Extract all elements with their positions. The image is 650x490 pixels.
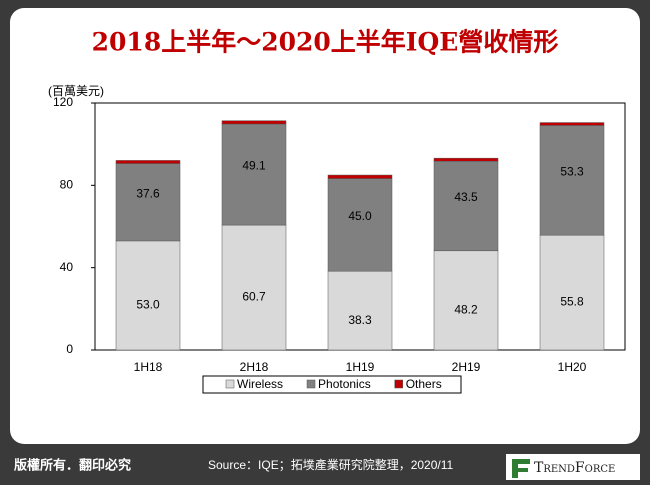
chart-title: 2018上半年～2020上半年IQE營收情形 bbox=[92, 28, 559, 57]
bar-segment bbox=[433, 157, 499, 162]
y-tick-label: 0 bbox=[66, 342, 73, 356]
data-label: 60.7 bbox=[242, 290, 266, 304]
bar-segment bbox=[221, 120, 287, 125]
x-tick-label: 1H19 bbox=[346, 360, 375, 374]
source: Source：IQE；拓墣產業研究院整理，2020/11 bbox=[208, 457, 454, 472]
bar-segment bbox=[327, 174, 393, 179]
data-label: 38.3 bbox=[348, 313, 372, 327]
data-label: 53.3 bbox=[560, 164, 584, 178]
legend-swatch bbox=[306, 379, 316, 389]
data-label: 43.5 bbox=[454, 190, 478, 204]
bar-segment bbox=[221, 224, 287, 351]
legend-label: Others bbox=[406, 377, 442, 391]
data-label: 37.6 bbox=[136, 186, 160, 200]
bar-segment bbox=[115, 160, 181, 164]
x-tick-label: 1H20 bbox=[558, 360, 587, 374]
bar-segment bbox=[433, 250, 499, 351]
data-label: 55.8 bbox=[560, 295, 584, 309]
x-tick-label: 1H18 bbox=[134, 360, 163, 374]
data-label: 53.0 bbox=[136, 298, 160, 312]
y-axis-label: (百萬美元) bbox=[48, 84, 104, 98]
bar-segment bbox=[221, 123, 287, 226]
legend-label: Wireless bbox=[237, 377, 283, 391]
bar-segment bbox=[433, 161, 499, 252]
legend-swatch bbox=[394, 379, 403, 389]
bar-segment bbox=[327, 178, 393, 272]
data-label: 48.2 bbox=[454, 303, 478, 317]
x-tick-label: 2H19 bbox=[452, 360, 481, 374]
y-tick-label: 80 bbox=[60, 178, 74, 192]
bar-segment bbox=[539, 125, 605, 236]
logo: TrendForce bbox=[506, 454, 640, 480]
y-tick-label: 120 bbox=[53, 95, 73, 109]
data-label: 45.0 bbox=[348, 209, 372, 223]
logo-text: TrendForce bbox=[534, 460, 615, 476]
data-label: 49.1 bbox=[242, 159, 266, 173]
logo-icon bbox=[512, 459, 530, 478]
x-tick-label: 2H18 bbox=[240, 360, 269, 374]
bar-segment bbox=[539, 234, 605, 351]
y-tick-label: 40 bbox=[60, 260, 74, 274]
logo-bg bbox=[506, 454, 640, 480]
bar-segment bbox=[115, 240, 181, 351]
legend-label: Photonics bbox=[318, 377, 371, 391]
bar-segment bbox=[539, 122, 605, 126]
legend-swatch bbox=[225, 379, 235, 389]
bar-segment bbox=[327, 270, 393, 351]
copyright: 版權所有．翻印必究 bbox=[14, 457, 131, 472]
bar-segment bbox=[115, 163, 181, 242]
